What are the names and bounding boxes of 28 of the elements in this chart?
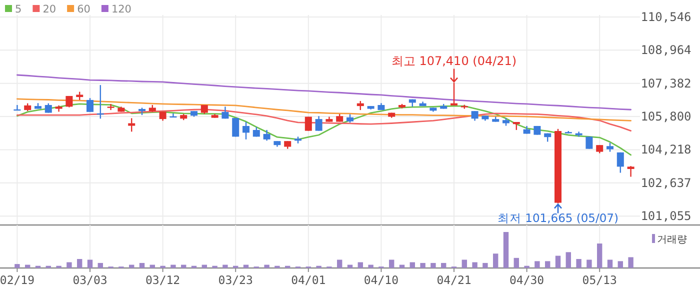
legend-label: 60	[77, 4, 90, 16]
legend-item: 20	[32, 4, 56, 16]
y-tick-label: 104,218	[640, 142, 692, 157]
x-tick-label: 05/13	[582, 273, 617, 287]
y-tick-label: 108,964	[640, 43, 692, 58]
y-tick-label: 105,800	[640, 110, 692, 124]
x-tick-label: 03/03	[72, 273, 108, 287]
x-tick-label: 03/12	[145, 273, 180, 287]
legend-label: 20	[42, 4, 56, 16]
y-tick-label: 107,382	[640, 76, 692, 90]
annotation: 최고 107,410 (04/21)	[391, 54, 517, 68]
legend-label: 5	[15, 4, 22, 16]
x-tick-label: 02/19	[0, 273, 35, 287]
legend-item: 60	[67, 4, 90, 16]
x-tick-label: 03/23	[218, 273, 253, 287]
x-tick-label: 04/10	[364, 273, 399, 287]
x-tick-label: 04/21	[436, 273, 472, 287]
legend-label: 120	[111, 4, 132, 16]
legend-item: 120	[101, 4, 132, 16]
legend-label: 거래량	[657, 234, 687, 246]
legend-item: 거래량	[652, 234, 687, 246]
legend-item: 5	[5, 4, 22, 16]
y-tick-label: 102,637	[640, 176, 692, 190]
annotation: 최저 101,665 (05/07)	[498, 211, 618, 225]
x-tick-label: 04/30	[509, 273, 544, 287]
y-tick-label: 101,055	[640, 209, 692, 224]
x-tick-label: 04/01	[291, 273, 326, 287]
y-tick-label: 110,546	[640, 10, 692, 24]
